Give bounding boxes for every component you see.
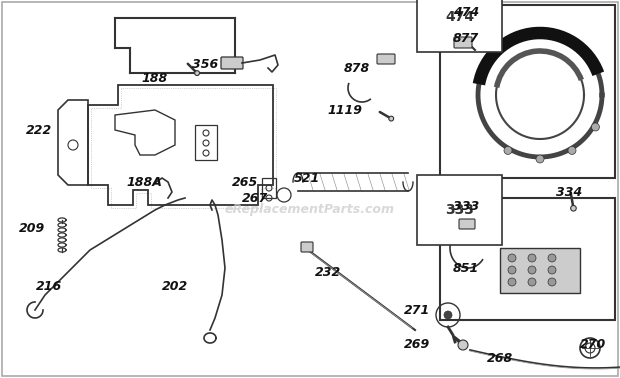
- Text: 877: 877: [453, 31, 479, 45]
- Text: 269: 269: [404, 339, 430, 352]
- Circle shape: [389, 116, 394, 121]
- Circle shape: [444, 311, 452, 319]
- Circle shape: [528, 278, 536, 286]
- Circle shape: [591, 123, 600, 131]
- Circle shape: [536, 155, 544, 163]
- FancyBboxPatch shape: [221, 57, 243, 69]
- Text: 474: 474: [453, 6, 479, 20]
- Text: 878: 878: [343, 62, 370, 74]
- Text: 333: 333: [445, 203, 474, 217]
- Circle shape: [548, 254, 556, 262]
- Circle shape: [568, 146, 576, 155]
- Circle shape: [528, 254, 536, 262]
- Circle shape: [458, 340, 468, 350]
- FancyBboxPatch shape: [500, 248, 580, 293]
- Text: 209: 209: [19, 222, 45, 234]
- Text: 265: 265: [232, 177, 258, 189]
- FancyBboxPatch shape: [459, 219, 475, 229]
- Circle shape: [195, 71, 200, 76]
- Text: eReplacementParts.com: eReplacementParts.com: [225, 203, 395, 217]
- Text: 474: 474: [445, 10, 474, 24]
- Text: 851: 851: [453, 262, 479, 274]
- Circle shape: [548, 278, 556, 286]
- Circle shape: [508, 266, 516, 274]
- Text: 271: 271: [404, 304, 430, 316]
- Text: 268: 268: [487, 352, 513, 364]
- Circle shape: [528, 266, 536, 274]
- Text: 232: 232: [315, 265, 341, 279]
- Text: 216: 216: [36, 279, 62, 293]
- Circle shape: [570, 206, 576, 211]
- Text: 270: 270: [580, 339, 606, 352]
- Circle shape: [508, 278, 516, 286]
- Circle shape: [508, 254, 516, 262]
- Text: 267: 267: [242, 192, 268, 204]
- Text: 334: 334: [556, 186, 582, 198]
- Text: 1119: 1119: [327, 104, 362, 116]
- FancyBboxPatch shape: [454, 37, 472, 48]
- Circle shape: [548, 266, 556, 274]
- Text: 188A: 188A: [126, 177, 162, 189]
- Text: 333: 333: [453, 200, 479, 212]
- Text: 188: 188: [142, 71, 168, 85]
- Text: 222: 222: [26, 124, 52, 136]
- FancyBboxPatch shape: [377, 54, 395, 64]
- Text: 202: 202: [162, 279, 188, 293]
- FancyBboxPatch shape: [301, 242, 313, 252]
- Text: 521: 521: [294, 172, 320, 184]
- Text: 356: 356: [192, 59, 218, 71]
- Circle shape: [504, 146, 512, 155]
